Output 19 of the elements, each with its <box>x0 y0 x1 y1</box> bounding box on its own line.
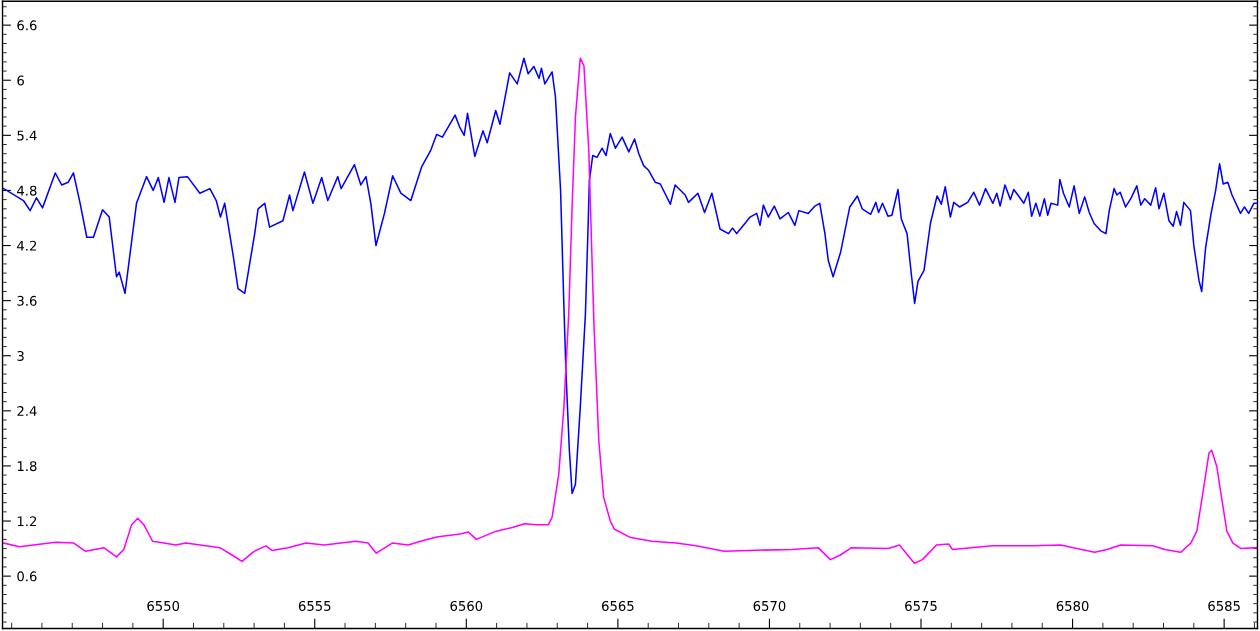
x-tick-label: 6550 <box>147 600 180 611</box>
y-tick-label: 2.4 <box>17 406 37 416</box>
y-tick-label: 1.2 <box>17 516 37 527</box>
x-tick-label: 6580 <box>1056 600 1089 611</box>
y-tick-label: 6.6 <box>17 20 37 31</box>
x-tick-label: 6585 <box>1208 600 1240 611</box>
y-tick-label: 1.8 <box>17 461 37 472</box>
y-tick-label: 4.8 <box>17 185 37 196</box>
y-tick-label: 5.4 <box>17 130 37 141</box>
y-tick-label: 6 <box>17 75 24 86</box>
x-tick-label: 6555 <box>298 600 331 611</box>
x-tick-label: 6565 <box>602 600 634 611</box>
y-tick-label: 0.6 <box>17 571 37 582</box>
y-tick-label: 3 <box>17 350 24 361</box>
x-tick-label: 6560 <box>450 600 483 611</box>
y-tick-label: 4.2 <box>17 240 37 251</box>
x-tick-label: 6575 <box>905 600 937 611</box>
y-tick-label: 3.6 <box>17 295 37 306</box>
x-tick-label: 6570 <box>753 600 786 611</box>
